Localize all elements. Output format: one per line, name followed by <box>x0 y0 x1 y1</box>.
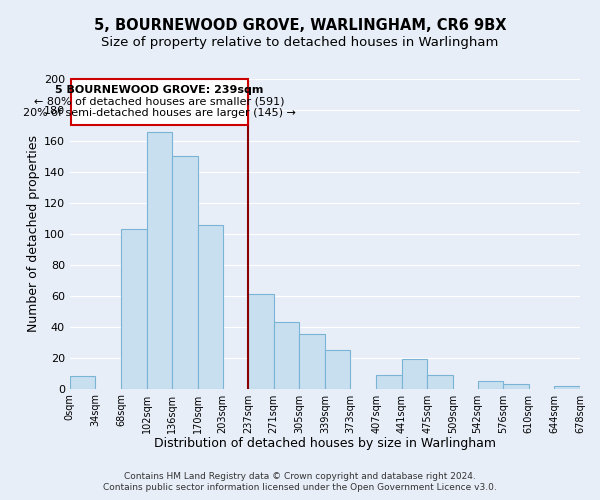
Bar <box>198 224 223 388</box>
Text: 5 BOURNEWOOD GROVE: 239sqm: 5 BOURNEWOOD GROVE: 239sqm <box>55 85 263 95</box>
Bar <box>248 294 274 388</box>
Bar <box>401 359 427 388</box>
FancyBboxPatch shape <box>71 79 248 126</box>
Bar <box>427 374 453 388</box>
Y-axis label: Number of detached properties: Number of detached properties <box>26 136 40 332</box>
Text: Contains public sector information licensed under the Open Government Licence v3: Contains public sector information licen… <box>103 484 497 492</box>
Bar <box>376 374 401 388</box>
Text: Size of property relative to detached houses in Warlingham: Size of property relative to detached ho… <box>101 36 499 49</box>
X-axis label: Distribution of detached houses by size in Warlingham: Distribution of detached houses by size … <box>154 437 496 450</box>
Bar <box>172 156 198 388</box>
Text: 5, BOURNEWOOD GROVE, WARLINGHAM, CR6 9BX: 5, BOURNEWOOD GROVE, WARLINGHAM, CR6 9BX <box>94 18 506 32</box>
Bar <box>554 386 580 388</box>
Bar <box>325 350 350 389</box>
Bar <box>70 376 95 388</box>
Bar <box>146 132 172 388</box>
Text: 20% of semi-detached houses are larger (145) →: 20% of semi-detached houses are larger (… <box>23 108 296 118</box>
Bar <box>299 334 325 388</box>
Bar <box>503 384 529 388</box>
Text: ← 80% of detached houses are smaller (591): ← 80% of detached houses are smaller (59… <box>34 97 284 107</box>
Bar <box>478 381 503 388</box>
Bar <box>121 229 146 388</box>
Bar <box>274 322 299 388</box>
Text: Contains HM Land Registry data © Crown copyright and database right 2024.: Contains HM Land Registry data © Crown c… <box>124 472 476 481</box>
